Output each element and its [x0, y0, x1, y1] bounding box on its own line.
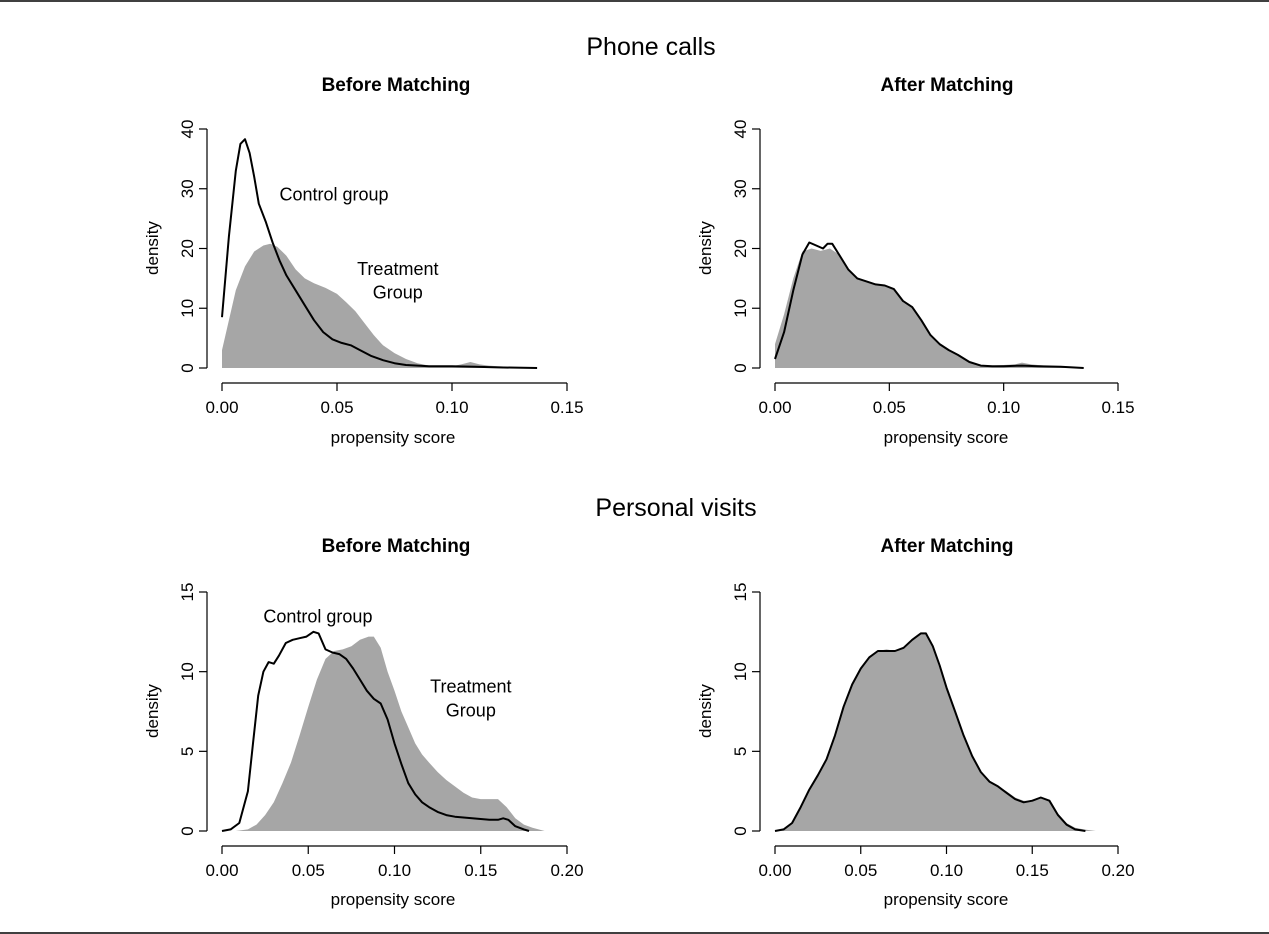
- control-density-line: [221, 138, 538, 369]
- x-axis-label: propensity score: [884, 428, 1009, 447]
- y-tick-label: 0: [731, 363, 750, 372]
- x-tick-label: 0.00: [758, 398, 791, 417]
- annotation-label: Control group: [263, 606, 372, 626]
- x-tick-label: 0.05: [844, 861, 877, 880]
- y-axis-label: density: [696, 221, 715, 275]
- treatment-density-area: [775, 248, 1084, 368]
- x-tick-label: 0.20: [1101, 861, 1134, 880]
- panel-title: After Matching: [881, 75, 1014, 96]
- section-title-personal-visits: Personal visits: [595, 494, 756, 522]
- x-tick-label: 0.15: [550, 398, 583, 417]
- x-tick-label: 0.00: [758, 861, 791, 880]
- control-density-line: [774, 632, 1086, 832]
- panel-title: Before Matching: [322, 536, 471, 557]
- y-tick-label: 10: [731, 662, 750, 681]
- y-tick-label: 40: [731, 120, 750, 139]
- annotation-label: Group: [373, 283, 423, 303]
- x-axis-label: propensity score: [331, 890, 456, 909]
- y-tick-label: 15: [731, 583, 750, 602]
- panel-title: After Matching: [881, 536, 1014, 557]
- y-tick-label: 10: [731, 299, 750, 318]
- y-tick-label: 0: [178, 363, 197, 372]
- y-tick-label: 10: [178, 662, 197, 681]
- y-axis-label: density: [696, 684, 715, 738]
- treatment-density-area: [235, 636, 545, 831]
- annotation-label: Treatment: [357, 259, 438, 279]
- y-tick-label: 0: [731, 826, 750, 835]
- y-tick-label: 10: [178, 299, 197, 318]
- control-density-line: [774, 241, 1084, 369]
- y-axis-label: density: [143, 684, 162, 738]
- panel-visits-after: After Matching propensity score density …: [696, 536, 1135, 909]
- x-tick-label: 0.15: [464, 861, 497, 880]
- y-tick-label: 15: [178, 583, 197, 602]
- y-tick-label: 40: [178, 120, 197, 139]
- y-tick-label: 30: [731, 179, 750, 198]
- annotation-label: Control group: [280, 185, 389, 205]
- treatment-density-area: [222, 243, 535, 368]
- y-tick-label: 20: [178, 239, 197, 258]
- y-tick-label: 5: [731, 747, 750, 756]
- panel-visits-before: Before Matching propensity score density…: [143, 536, 584, 909]
- y-tick-label: 0: [178, 826, 197, 835]
- x-tick-label: 0.05: [873, 398, 906, 417]
- x-axis-label: propensity score: [884, 890, 1009, 909]
- x-axis-label: propensity score: [331, 428, 456, 447]
- y-axis-label: density: [143, 221, 162, 275]
- x-tick-label: 0.00: [205, 861, 238, 880]
- panel-phone-after: After Matching propensity score density …: [696, 75, 1135, 447]
- x-tick-label: 0.05: [320, 398, 353, 417]
- annotation-label: Treatment: [430, 676, 511, 696]
- annotation-label: Group: [446, 700, 496, 720]
- y-tick-label: 20: [731, 239, 750, 258]
- x-tick-label: 0.20: [550, 861, 583, 880]
- x-tick-label: 0.10: [435, 398, 468, 417]
- y-tick-label: 5: [178, 747, 197, 756]
- x-tick-label: 0.10: [930, 861, 963, 880]
- x-tick-label: 0.10: [378, 861, 411, 880]
- control-density-line: [221, 630, 530, 832]
- x-tick-label: 0.00: [205, 398, 238, 417]
- y-tick-label: 30: [178, 179, 197, 198]
- panel-title: Before Matching: [322, 75, 471, 96]
- x-tick-label: 0.10: [987, 398, 1020, 417]
- x-tick-label: 0.15: [1101, 398, 1134, 417]
- panel-phone-before: Before Matching propensity score density…: [143, 75, 584, 447]
- x-tick-label: 0.05: [292, 861, 325, 880]
- treatment-density-area: [775, 633, 1096, 831]
- x-tick-label: 0.15: [1016, 861, 1049, 880]
- section-title-phone-calls: Phone calls: [586, 33, 715, 61]
